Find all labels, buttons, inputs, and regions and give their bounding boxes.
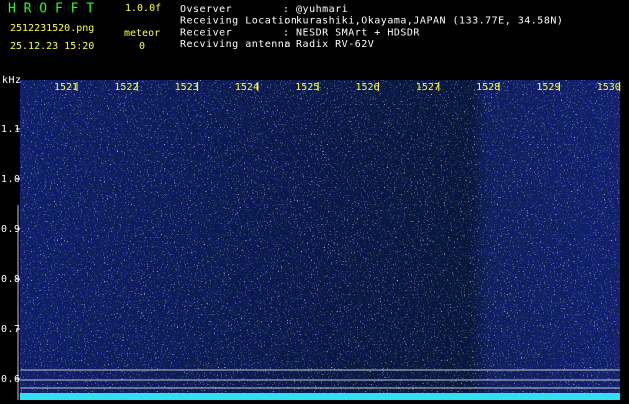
app-name: H R O F F T (8, 2, 94, 17)
info-label: Receiving Location (180, 16, 297, 27)
x-tick-label: 1527 (416, 82, 440, 93)
count: 0 (139, 41, 145, 52)
info-label: Receiver (180, 27, 232, 38)
y-tick-label: 1.0 (1, 174, 21, 185)
x-tick-label: 1522 (114, 82, 138, 93)
info-value: : @yuhmari (283, 4, 348, 15)
info-value: : Radix RV-62V (283, 39, 374, 50)
info-label: Recviving antenna (180, 39, 291, 50)
info-label: Ovserver (180, 4, 232, 15)
x-tick-label: 1523 (175, 82, 199, 93)
y-tick-label: 1.1 (1, 124, 21, 135)
y-tick-label: 0.7 (1, 324, 21, 335)
y-tick-label: 0.6 (1, 374, 21, 385)
info-value: : NESDR SMArt + HDSDR (283, 27, 420, 38)
x-tick-label: 1526 (356, 82, 380, 93)
x-tick-label: 1525 (295, 82, 319, 93)
x-tick-label: 1530 (597, 82, 621, 93)
x-tick-label: 1529 (536, 82, 560, 93)
axis-unit: kHz (2, 75, 22, 86)
y-tick-label: 0.8 (1, 274, 21, 285)
version: 1.0.0f (125, 3, 161, 14)
x-tick-label: 1528 (476, 82, 500, 93)
y-tick-label: 0.9 (1, 224, 21, 235)
spectrogram (17, 80, 620, 400)
filename: 2512231520.png (10, 23, 94, 34)
x-tick-label: 1524 (235, 82, 259, 93)
info-value: : kurashiki,Okayama,JAPAN (133.77E, 34.5… (283, 16, 563, 27)
mode: meteor (124, 28, 160, 39)
x-tick-label: 1521 (54, 82, 78, 93)
datetime: 25.12.23 15:20 (10, 41, 94, 52)
